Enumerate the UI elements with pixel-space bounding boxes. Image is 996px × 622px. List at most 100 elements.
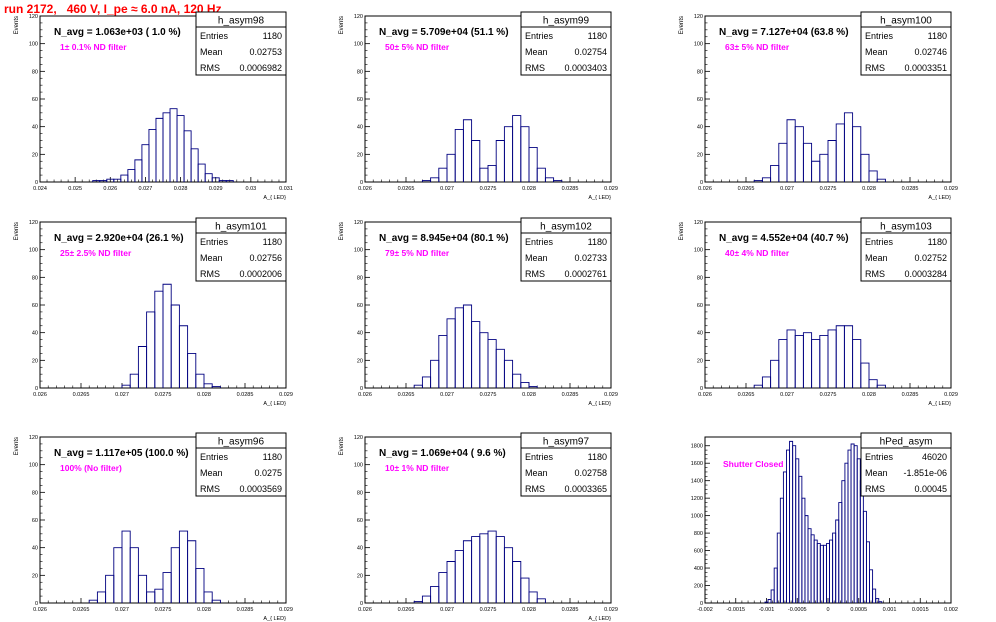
histogram-bin [865, 541, 870, 603]
n-avg-label: N_avg = 2.920e+04 (26.1 %) [54, 233, 184, 244]
y-tick-label: 0 [360, 601, 363, 607]
y-tick-label: 60 [32, 97, 38, 103]
y-tick-label: 80 [697, 275, 703, 281]
histogram-name: h_asym96 [218, 437, 265, 448]
stat-value: 0.0003569 [239, 484, 282, 494]
y-axis-label: Events [14, 437, 20, 455]
y-tick-label: 1200 [691, 496, 703, 502]
x-tick-label: 0.029 [279, 607, 293, 613]
stat-label: Mean [525, 47, 548, 57]
filter-label: 100% (No filter) [60, 463, 122, 473]
y-tick-label: 120 [29, 220, 38, 226]
histogram-bin [794, 126, 804, 182]
stat-value: 0.0003365 [564, 484, 607, 494]
x-tick-label: 0.027 [440, 607, 454, 613]
histogram-bin [148, 128, 157, 182]
stat-value: 0.00045 [914, 484, 947, 494]
y-tick-label: 100 [29, 463, 38, 469]
x-tick-label: 0.0005 [850, 607, 867, 613]
y-tick-label: 0 [35, 180, 38, 186]
x-tick-label: 0.026 [358, 607, 372, 613]
histogram-bin [454, 128, 464, 182]
stat-label: RMS [865, 269, 885, 279]
histogram-bin [462, 119, 473, 182]
stat-label: RMS [525, 269, 545, 279]
stat-value: 1180 [263, 31, 282, 41]
histogram-bin [479, 332, 489, 388]
histogram-bin [454, 549, 464, 603]
stat-label: Mean [200, 468, 223, 478]
histogram-bin [137, 346, 148, 388]
histogram-bin [816, 543, 821, 603]
histogram-bin [195, 373, 205, 388]
histogram-bin [553, 180, 563, 182]
x-tick-label: 0.027 [780, 392, 794, 398]
x-tick-label: 0.029 [944, 186, 958, 192]
stat-value: 1180 [588, 237, 607, 247]
x-tick-label: 0.028 [862, 392, 876, 398]
y-axis-label: Events [339, 16, 345, 34]
histogram-bin [778, 142, 788, 182]
y-tick-label: 20 [697, 358, 703, 364]
x-tick-label: 0.024 [33, 186, 47, 192]
n-avg-label: N_avg = 5.709e+04 (51.1 %) [379, 27, 509, 38]
histogram-bin [786, 329, 796, 388]
x-tick-label: 0.0275 [480, 392, 497, 398]
x-tick-label: -0.0005 [788, 607, 807, 613]
y-tick-label: 20 [32, 358, 38, 364]
histogram-bin [487, 530, 497, 603]
histogram-name: h_asym101 [215, 222, 267, 233]
stat-value: 1180 [263, 237, 282, 247]
stat-label: Mean [865, 47, 888, 57]
x-axis-label: A_{ LED} [263, 616, 286, 622]
y-axis-label: Events [14, 222, 20, 240]
y-tick-label: 100 [354, 248, 363, 254]
histogram-name: h_asym98 [218, 16, 265, 27]
y-tick-label: 100 [694, 248, 703, 254]
histogram-bin [162, 572, 172, 603]
n-avg-label: N_avg = 1.117e+05 (100.0 %) [54, 448, 189, 459]
histogram-name: h_asym100 [880, 16, 932, 27]
n-avg-label: N_avg = 8.945e+04 (80.1 %) [379, 233, 509, 244]
histogram-bin [146, 591, 156, 603]
filter-label: 79± 5% ND filter [385, 248, 450, 258]
stat-label: Mean [525, 468, 548, 478]
y-tick-label: 200 [694, 584, 703, 590]
stats-box-frame [520, 11, 612, 76]
histogram-bin [503, 547, 514, 603]
x-tick-label: 0.0265 [398, 186, 415, 192]
stats-box-frame [520, 432, 612, 497]
histogram-bin [170, 547, 180, 603]
y-tick-label: 1600 [691, 461, 703, 467]
y-tick-label: 80 [357, 490, 363, 496]
histogram-bin [178, 325, 189, 388]
x-tick-label: 0.029 [944, 392, 958, 398]
histogram-name: h_asym99 [543, 16, 590, 27]
stat-value: 0.0003403 [564, 63, 607, 73]
x-axis-label: A_{ LED} [928, 401, 951, 407]
stat-value: 1180 [928, 237, 947, 247]
x-tick-label: 0.029 [604, 392, 618, 398]
x-tick-label: 0.0265 [738, 186, 755, 192]
y-tick-label: 100 [694, 42, 703, 48]
histogram-bin [782, 471, 787, 603]
y-tick-label: 600 [694, 549, 703, 555]
histogram-name: h_asym102 [540, 222, 592, 233]
y-tick-label: 80 [357, 69, 363, 75]
x-tick-label: 0.0275 [480, 186, 497, 192]
histogram-bin [520, 577, 530, 603]
histogram-bin [786, 119, 796, 182]
y-tick-label: 120 [694, 14, 703, 20]
stats-box: h_asym98 Entries 1180 Mean 0.02753 RMS 0.00069… [195, 11, 287, 76]
y-tick-label: 120 [29, 435, 38, 441]
histogram-bin [487, 164, 497, 182]
x-tick-label: 0.028 [197, 607, 211, 613]
stat-label: Entries [865, 237, 894, 247]
histogram-bin [471, 140, 481, 182]
x-tick-label: 0.028 [862, 186, 876, 192]
y-tick-label: 40 [357, 125, 363, 131]
histogram-bin [827, 140, 837, 182]
x-tick-label: 0.002 [944, 607, 958, 613]
histogram-bin [852, 339, 862, 388]
x-axis-label: A_{ LED} [928, 195, 951, 201]
